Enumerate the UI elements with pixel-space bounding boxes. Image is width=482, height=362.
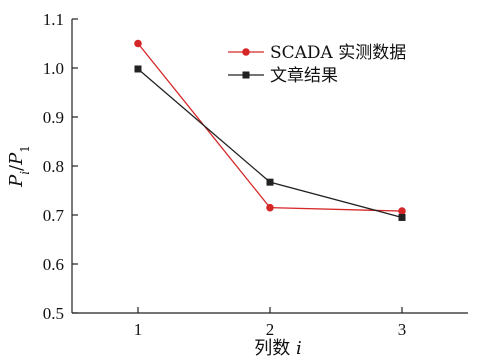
data-point-circle — [266, 203, 274, 212]
legend-label: 文章结果 — [270, 66, 338, 86]
y-title-sub-1: 1 — [18, 145, 32, 153]
x-axis-title: 列数 i — [254, 338, 302, 359]
x-tick-label: 1 — [134, 320, 143, 339]
y-ticks: 0.5 0.6 0.7 0.8 0.9 1.0 1.1 — [43, 10, 78, 323]
y-tick-label: 0.6 — [43, 255, 64, 274]
y-tick-label: 0.9 — [43, 108, 64, 127]
data-point-circle — [134, 39, 142, 48]
legend-marker-circle — [242, 48, 250, 56]
x-tick-label: 3 — [398, 320, 407, 339]
data-point-square — [134, 65, 142, 73]
y-title-p2: P — [6, 152, 27, 166]
series-layer — [134, 39, 406, 221]
x-axis-title-var: i — [296, 338, 302, 359]
data-point-circle — [398, 207, 406, 215]
y-title-sub-i: i — [18, 171, 32, 175]
y-axis-title: Pi/P1 — [6, 145, 32, 188]
y-title-p1: P — [6, 174, 27, 188]
data-point-square — [398, 213, 406, 221]
x-axis-title-main: 列数 — [254, 338, 296, 359]
legend-label: SCADA 实测数据 — [270, 43, 406, 63]
y-tick-label: 1.0 — [43, 59, 64, 78]
x-tick-label: 2 — [266, 320, 275, 339]
series-line-1 — [137, 68, 403, 219]
y-tick-label: 0.5 — [43, 304, 64, 323]
y-tick-label: 1.1 — [43, 10, 64, 29]
y-tick-label: 0.8 — [43, 157, 64, 176]
y-title-slash: / — [6, 164, 27, 171]
axes — [71, 19, 468, 314]
legend-marker-square — [242, 71, 250, 79]
data-point-square — [266, 178, 274, 186]
y-tick-label: 0.7 — [43, 206, 65, 225]
x-ticks: 1 2 3 — [134, 307, 407, 339]
